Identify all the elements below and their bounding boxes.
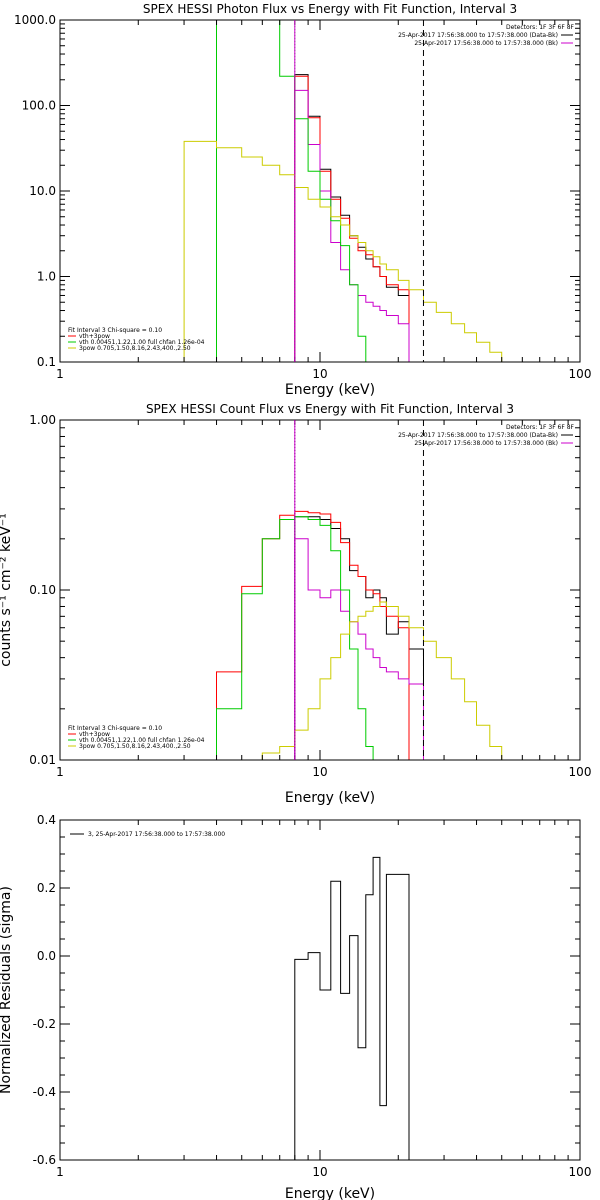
legend-interval-text: 3, 25-Apr-2017 17:56:38.000 to 17:57:38.… xyxy=(88,831,225,838)
x-tick-label: 1 xyxy=(56,765,64,779)
legend-interval-text: 25-Apr-2017 17:56:38.000 to 17:57:38.000… xyxy=(414,440,558,447)
y-tick-label: 0.4 xyxy=(37,813,56,827)
fit-legend-label: vth 0.00451,1.22,1.00 full chfan 1.26e-0… xyxy=(79,737,205,744)
series-line-2 xyxy=(294,538,424,760)
x-tick-label: 1 xyxy=(56,1165,64,1179)
y-tick-label: 0.01 xyxy=(29,753,56,767)
x-tick-label: 100 xyxy=(569,367,592,381)
count-flux-panel: SPEX HESSI Count Flux vs Energy with Fit… xyxy=(0,402,591,806)
fit-legend-label: vth+3pow xyxy=(79,333,110,340)
residuals-x-axis-label: Energy (keV) xyxy=(285,1186,375,1200)
y-tick-label: 10.0 xyxy=(29,184,56,198)
y-tick-label: 1.00 xyxy=(29,413,56,427)
series-line-4 xyxy=(183,140,555,363)
fit-legend-label: vth+3pow xyxy=(79,731,110,738)
x-tick-label: 10 xyxy=(312,765,327,779)
series-line-1 xyxy=(294,75,410,362)
y-tick-label: 1.0 xyxy=(37,270,56,284)
fit-interval-chi-square: Fit Interval 3 Chi-square = 0.10 xyxy=(68,327,162,334)
x-tick-label: 100 xyxy=(569,765,592,779)
count-flux-x-axis-label: Energy (keV) xyxy=(285,790,375,806)
count-flux-title: SPEX HESSI Count Flux vs Energy with Fit… xyxy=(146,402,514,416)
legend-detectors: Detectors: 1F 3F 6F 8F xyxy=(506,24,575,31)
legend-detectors: Detectors: 1F 3F 6F 8F xyxy=(506,424,575,431)
legend-interval-text: 25-Apr-2017 17:56:38.000 to 17:57:38.000… xyxy=(398,432,558,439)
series-line-0 xyxy=(294,856,424,1161)
series-line-3 xyxy=(216,516,380,761)
y-tick-label: -0.4 xyxy=(33,1085,56,1099)
x-tick-label: 10 xyxy=(312,1165,327,1179)
fit-legend-label: vth 0.00451,1.22,1.00 full chfan 1.26e-0… xyxy=(79,339,205,346)
photon-flux-title: SPEX HESSI Photon Flux vs Energy with Fi… xyxy=(143,2,517,16)
x-tick-label: 100 xyxy=(569,1165,592,1179)
series-line-4 xyxy=(216,601,540,761)
legend-interval-text: 25-Apr-2017 17:56:38.000 to 17:57:38.000… xyxy=(398,32,558,39)
y-tick-label: 1000.0 xyxy=(14,13,56,27)
count-flux-y-axis-label: counts s⁻¹ cm⁻² keV⁻¹ xyxy=(0,513,14,667)
photon-flux-panel: SPEX HESSI Photon Flux vs Energy with Fi… xyxy=(14,2,591,398)
fit-interval-chi-square: Fit Interval 3 Chi-square = 0.10 xyxy=(68,725,162,732)
y-tick-label: -0.6 xyxy=(33,1153,56,1167)
x-tick-label: 10 xyxy=(312,367,327,381)
legend-interval-text: 25-Apr-2017 17:56:38.000 to 17:57:38.000… xyxy=(414,40,558,47)
y-tick-label: 0.10 xyxy=(29,583,56,597)
x-tick-label: 1 xyxy=(56,367,64,381)
y-tick-label: 0.0 xyxy=(37,949,56,963)
fit-legend-label: 3pow 0.705,1.50,8.16,2.43,400.,2.50 xyxy=(79,345,191,352)
residuals-panel: 1 10 100 -0.6 -0.4 -0.2 0.0 0.2 0.4 3, 25-Apr-2… xyxy=(0,813,591,1200)
fit-legend-label: 3pow 0.705,1.50,8.16,2.43,400.,2.50 xyxy=(79,743,191,750)
photon-flux-x-axis-label: Energy (keV) xyxy=(285,382,375,398)
y-tick-label: 100.0 xyxy=(22,99,56,113)
y-tick-label: 0.2 xyxy=(37,881,56,895)
y-tick-label: 0.1 xyxy=(37,355,56,369)
y-tick-label: -0.2 xyxy=(33,1017,56,1031)
residuals-y-axis-label: Normalized Residuals (sigma) xyxy=(0,886,14,1094)
